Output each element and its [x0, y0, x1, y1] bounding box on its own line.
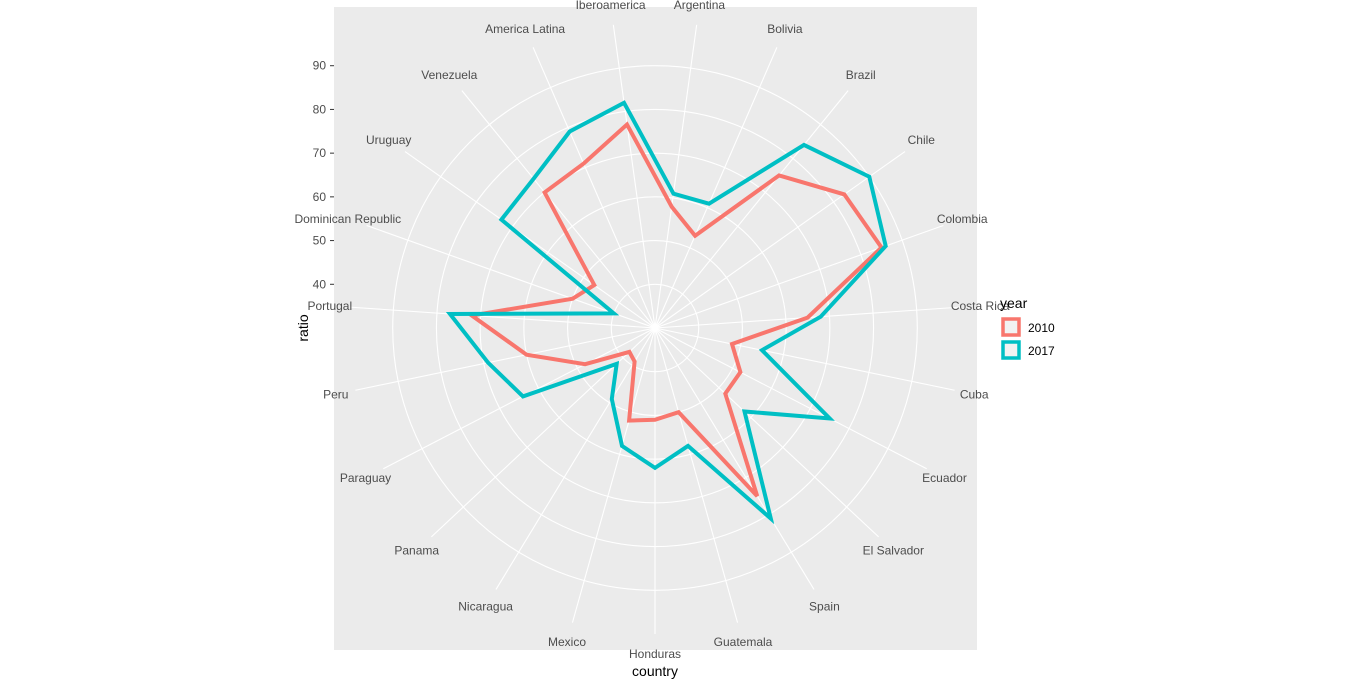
category-label: Spain [809, 600, 840, 614]
category-label: Colombia [937, 212, 988, 226]
grid-spoke [495, 327, 656, 590]
legend-key-2010 [1001, 317, 1021, 337]
grid-spoke [654, 327, 927, 470]
category-label: Uruguay [366, 133, 411, 147]
category-label: Ecuador [922, 471, 967, 485]
grid-spoke [532, 47, 656, 329]
y-tick-label: 90 [313, 59, 327, 73]
grid-spoke [461, 90, 656, 329]
x-axis-title: country [632, 663, 678, 679]
grid-spoke [654, 90, 849, 329]
legend-label-2010: 2010 [1028, 321, 1055, 335]
grid-spoke [654, 47, 778, 329]
grid-spoke [654, 327, 955, 391]
grid-spoke [654, 24, 698, 329]
grid-spoke [366, 225, 656, 329]
y-axis-ticks: 40 50 60 70 80 90 [313, 59, 334, 291]
category-label: Guatemala [714, 635, 773, 649]
category-label: Paraguay [340, 471, 391, 485]
series-line-2010 [466, 121, 885, 498]
grid-spoke [654, 151, 906, 329]
y-tick-label: 70 [313, 146, 327, 160]
category-label: Bolivia [767, 22, 803, 36]
category-label: Portugal [307, 299, 352, 313]
category-label: El Salvador [863, 544, 924, 558]
category-label: Chile [908, 133, 936, 147]
category-labels: Argentina Bolivia Brazil Chile Colombia Costa… [294, 0, 1009, 661]
category-label: Costa Rica [951, 299, 1010, 313]
category-label: Argentina [674, 0, 726, 12]
category-label: Honduras [629, 647, 681, 661]
category-label: Nicaragua [458, 600, 513, 614]
y-axis-title: ratio [295, 314, 311, 341]
category-label: Venezuela [421, 68, 477, 82]
category-label: Panama [394, 544, 439, 558]
y-tick-label: 50 [313, 234, 327, 248]
legend-items: 2010 2017 [1001, 317, 1055, 360]
grid-layer [349, 24, 961, 634]
grid-spoke [404, 151, 656, 329]
grid-spoke [654, 327, 880, 538]
grid-spoke [612, 24, 656, 329]
grid-spoke [654, 327, 739, 623]
grid-spoke [571, 327, 656, 623]
category-label: Iberoamerica [576, 0, 646, 12]
y-tick-label: 40 [313, 277, 327, 291]
y-tick-label: 60 [313, 190, 327, 204]
category-label: America Latina [485, 22, 565, 36]
category-label: Brazil [846, 68, 876, 82]
grid-spoke [349, 306, 656, 329]
category-label: Peru [323, 387, 348, 401]
series-line-2017 [445, 100, 888, 525]
grid-spoke [383, 327, 656, 470]
legend-label-2017: 2017 [1028, 344, 1055, 358]
legend-key-2017 [1001, 340, 1021, 360]
category-label: Dominican Republic [294, 212, 401, 226]
category-label: Cuba [960, 387, 989, 401]
series-layer [445, 100, 888, 525]
grid-spoke [654, 327, 815, 590]
legend: year 2010 2017 [1000, 295, 1055, 360]
grid-spoke [355, 327, 656, 391]
y-tick-label: 80 [313, 102, 327, 116]
legend-title: year [1000, 295, 1028, 311]
category-label: Mexico [548, 635, 586, 649]
grid-spoke [654, 225, 944, 329]
